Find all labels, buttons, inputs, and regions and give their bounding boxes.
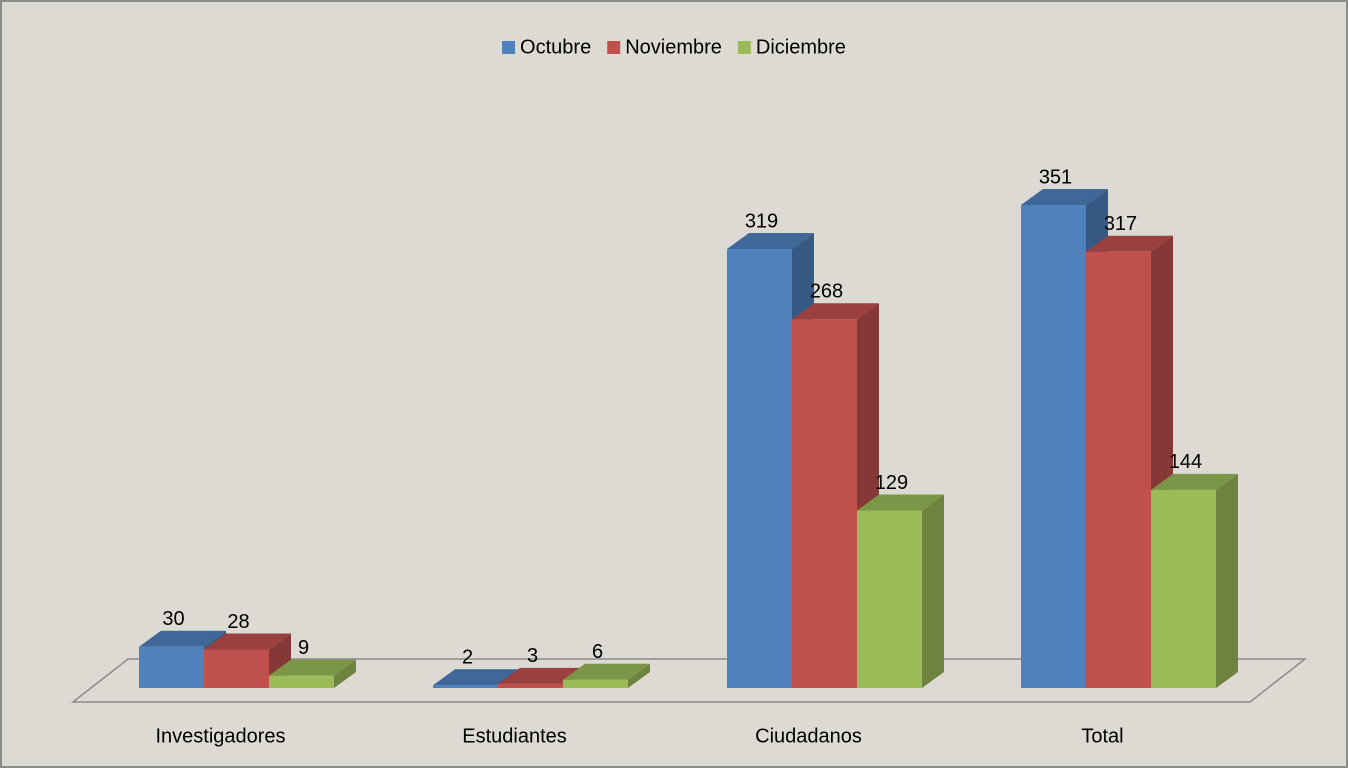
data-label: 319 [745, 210, 778, 232]
x-tick-label: Total [1081, 725, 1123, 747]
data-label: 28 [227, 611, 249, 633]
data-label: 6 [592, 641, 603, 663]
x-tick-label: Investigadores [155, 725, 285, 747]
bar-side [628, 663, 650, 688]
bar [1151, 489, 1216, 688]
bar-top [433, 669, 520, 686]
bar [139, 646, 204, 688]
bar-top [139, 630, 226, 647]
floor [70, 658, 1308, 703]
bar-top [269, 659, 356, 676]
bar [792, 319, 857, 688]
bar [204, 649, 269, 688]
bar-top [792, 303, 879, 320]
bar [1086, 251, 1151, 689]
bar [269, 675, 334, 688]
data-label: 129 [875, 472, 908, 494]
data-label: 268 [810, 281, 843, 303]
bar [857, 510, 922, 688]
x-tick-label: Estudiantes [462, 725, 567, 747]
bar [727, 249, 792, 688]
bar [563, 679, 628, 688]
legend-label: Noviembre [625, 36, 722, 58]
bar-top [1086, 235, 1173, 252]
data-label: 30 [162, 608, 184, 630]
bar-side [922, 494, 944, 688]
data-label: 317 [1104, 213, 1137, 235]
legend-label: Diciembre [756, 36, 846, 58]
bar-top [1151, 473, 1238, 490]
bar-top [563, 663, 650, 680]
data-label: 3 [527, 645, 538, 667]
bar [433, 685, 498, 688]
bar-top [204, 633, 291, 650]
legend-swatch [737, 41, 751, 54]
bar-top [857, 494, 944, 511]
data-label: 9 [298, 637, 309, 659]
legend-swatch [502, 41, 516, 54]
data-label: 2 [462, 647, 473, 669]
bar-side [1216, 473, 1238, 688]
legend-label: Octubre [520, 36, 591, 58]
data-label: 144 [1169, 451, 1202, 473]
bar-top [1021, 189, 1108, 206]
legend-swatch [607, 41, 621, 54]
x-tick-label: Ciudadanos [755, 725, 862, 747]
bar-side [334, 659, 356, 688]
bar [498, 683, 563, 688]
bar-top [727, 233, 814, 250]
bar [1021, 205, 1086, 689]
data-label: 351 [1039, 166, 1072, 188]
